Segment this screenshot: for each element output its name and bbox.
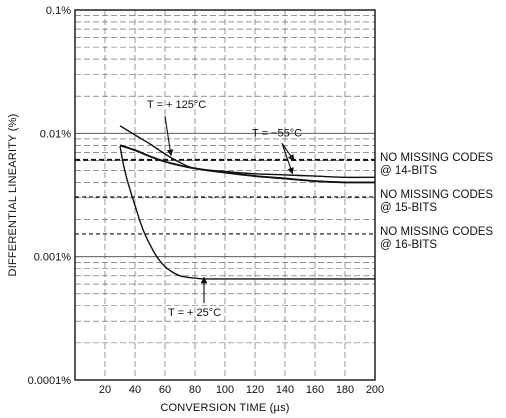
annotation-arrow xyxy=(164,115,174,157)
annotation-arrow xyxy=(281,143,294,175)
x-axis-title: CONVERSION TIME (µs) xyxy=(160,402,289,414)
curve-label-0: T = + 125°C xyxy=(147,99,206,111)
reference-label-line2: @ 15-BITS xyxy=(380,202,437,214)
annotation-arrows xyxy=(164,115,295,304)
series-curves xyxy=(119,125,376,280)
x-tick-label: 200 xyxy=(366,384,384,396)
curve-label-1: T = −55°C xyxy=(252,128,302,140)
reference-label-line1: NO MISSING CODES xyxy=(380,189,493,201)
annotation-arrow xyxy=(281,143,295,162)
reference-label-line1: NO MISSING CODES xyxy=(380,226,493,238)
y-axis-title: DIFFERENTIAL LINEARITY (%) xyxy=(7,114,19,277)
x-tick-label: 40 xyxy=(129,384,141,396)
x-tick-label: 160 xyxy=(306,384,324,396)
y-tick-label: 0.0001% xyxy=(28,375,72,387)
x-tick-label: 120 xyxy=(246,384,264,396)
x-tick-label: 80 xyxy=(189,384,201,396)
reference-label-line2: @ 14-BITS xyxy=(380,165,437,177)
x-tick-label: 20 xyxy=(99,384,111,396)
series-line-2 xyxy=(119,145,375,280)
series-line-1 xyxy=(119,144,376,184)
reference-lines xyxy=(75,158,375,235)
x-tick-label: 140 xyxy=(276,384,294,396)
y-tick-label: 0.001% xyxy=(34,252,72,264)
y-tick-label: 0.01% xyxy=(40,128,71,140)
x-tick-label: 60 xyxy=(159,384,171,396)
x-tick-label: 180 xyxy=(336,384,354,396)
reference-label-line1: NO MISSING CODES xyxy=(380,152,493,164)
tick-labels: 20 40 60 80 100 120 140 160 180 200 0.1% 0.01% 0.001… xyxy=(28,5,385,396)
x-tick-label: 100 xyxy=(216,384,234,396)
curve-label-2: T = + 25°C xyxy=(168,307,221,319)
grid xyxy=(75,10,375,380)
reference-label-line2: @ 16-BITS xyxy=(380,239,437,251)
plot-frame xyxy=(74,9,376,381)
y-tick-label: 0.1% xyxy=(46,5,71,17)
